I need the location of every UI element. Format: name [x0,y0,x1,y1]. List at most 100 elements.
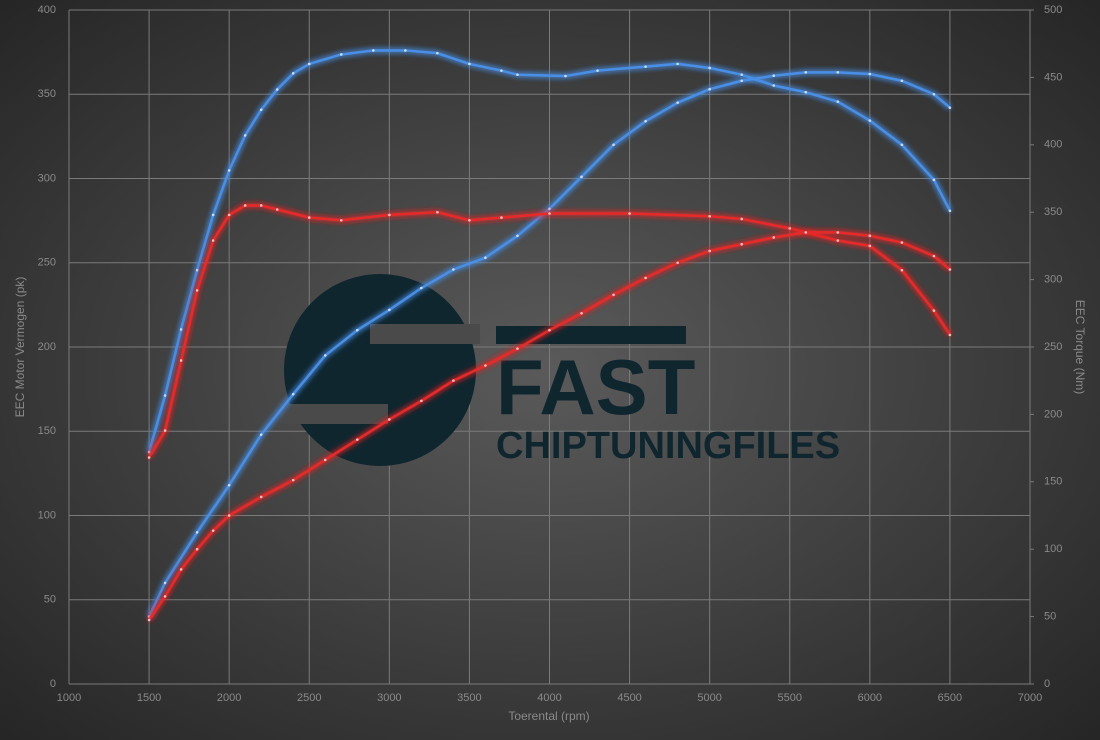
point [227,483,231,487]
x-tick-label: 2500 [297,692,321,704]
y2-tick-label: 500 [1044,4,1062,16]
logo-subtext: CHIPTUNINGFILES [496,425,840,467]
x-tick-label: 3000 [377,692,401,704]
point [900,268,904,272]
point [548,328,551,332]
point [516,73,519,77]
point [836,71,840,74]
point [900,79,904,83]
point [804,90,808,94]
point [420,399,423,403]
y2-tick-label: 250 [1044,341,1062,353]
point [195,547,199,551]
point [900,143,904,147]
y2-tick-label: 100 [1044,543,1062,555]
point [676,261,679,265]
y-tick-label: 100 [38,509,56,521]
point [404,49,407,52]
point [339,218,343,222]
y-tick-label: 200 [38,341,56,353]
point [211,213,215,217]
point [356,328,359,332]
point [948,209,952,213]
point [708,214,711,218]
point [291,478,295,482]
point [179,328,183,331]
point [676,101,679,104]
point [676,62,679,66]
point [211,239,215,242]
point [644,65,647,68]
point [708,66,711,70]
point [516,347,519,350]
point [868,72,872,76]
y2-tick-label: 300 [1044,274,1062,286]
point [147,450,151,454]
point [836,231,840,234]
x-tick-label: 7000 [1018,692,1042,704]
point [484,256,487,259]
point [548,212,551,215]
point [388,213,391,217]
point [868,119,872,122]
point [356,438,359,441]
point [275,88,279,91]
y2-tick-label: 200 [1044,408,1062,420]
point [147,456,151,459]
point [147,618,151,622]
point [243,204,247,207]
point [740,217,743,221]
point [612,143,615,147]
point [227,169,231,172]
point [564,74,567,78]
x-tick-label: 1500 [137,692,161,704]
point [484,364,487,367]
x-tick-label: 3500 [457,692,481,704]
x-axis-label: Toerental (rpm) [508,709,589,723]
point [468,62,471,66]
point [740,79,743,83]
y-tick-label: 150 [38,425,56,437]
point [468,218,471,222]
point [163,581,167,585]
y-tick-label: 250 [38,257,56,269]
point [452,268,455,271]
y-tick-label: 350 [38,88,56,100]
y-tick-label: 300 [38,172,56,184]
point [195,531,199,534]
point [195,289,199,292]
point [323,458,327,462]
point [163,429,167,432]
point [868,234,872,238]
x-tick-label: 4000 [537,692,561,704]
point [516,234,519,238]
x-tick-label: 4500 [617,692,641,704]
point [163,394,167,397]
point [195,268,199,272]
point [772,74,776,78]
point [788,227,792,230]
point [436,210,439,214]
y2-tick-label: 400 [1044,139,1062,151]
point [227,213,231,217]
x-tick-label: 6500 [938,692,962,704]
point [339,53,343,56]
point [420,286,423,290]
point [772,84,776,87]
point [291,392,295,396]
point [580,312,583,315]
point [644,276,647,280]
point [227,514,231,517]
point [708,87,711,91]
point [259,495,263,499]
y2-tick-label: 150 [1044,476,1062,488]
point [932,309,936,312]
point [372,49,375,52]
y-axis-label: EEC Motor Vermogen (pk) [13,277,27,418]
point [740,242,743,246]
point [243,134,247,137]
x-tick-label: 5500 [778,692,802,704]
logo-text: FAST [496,343,695,431]
point [291,72,295,75]
y-tick-label: 400 [38,4,56,16]
